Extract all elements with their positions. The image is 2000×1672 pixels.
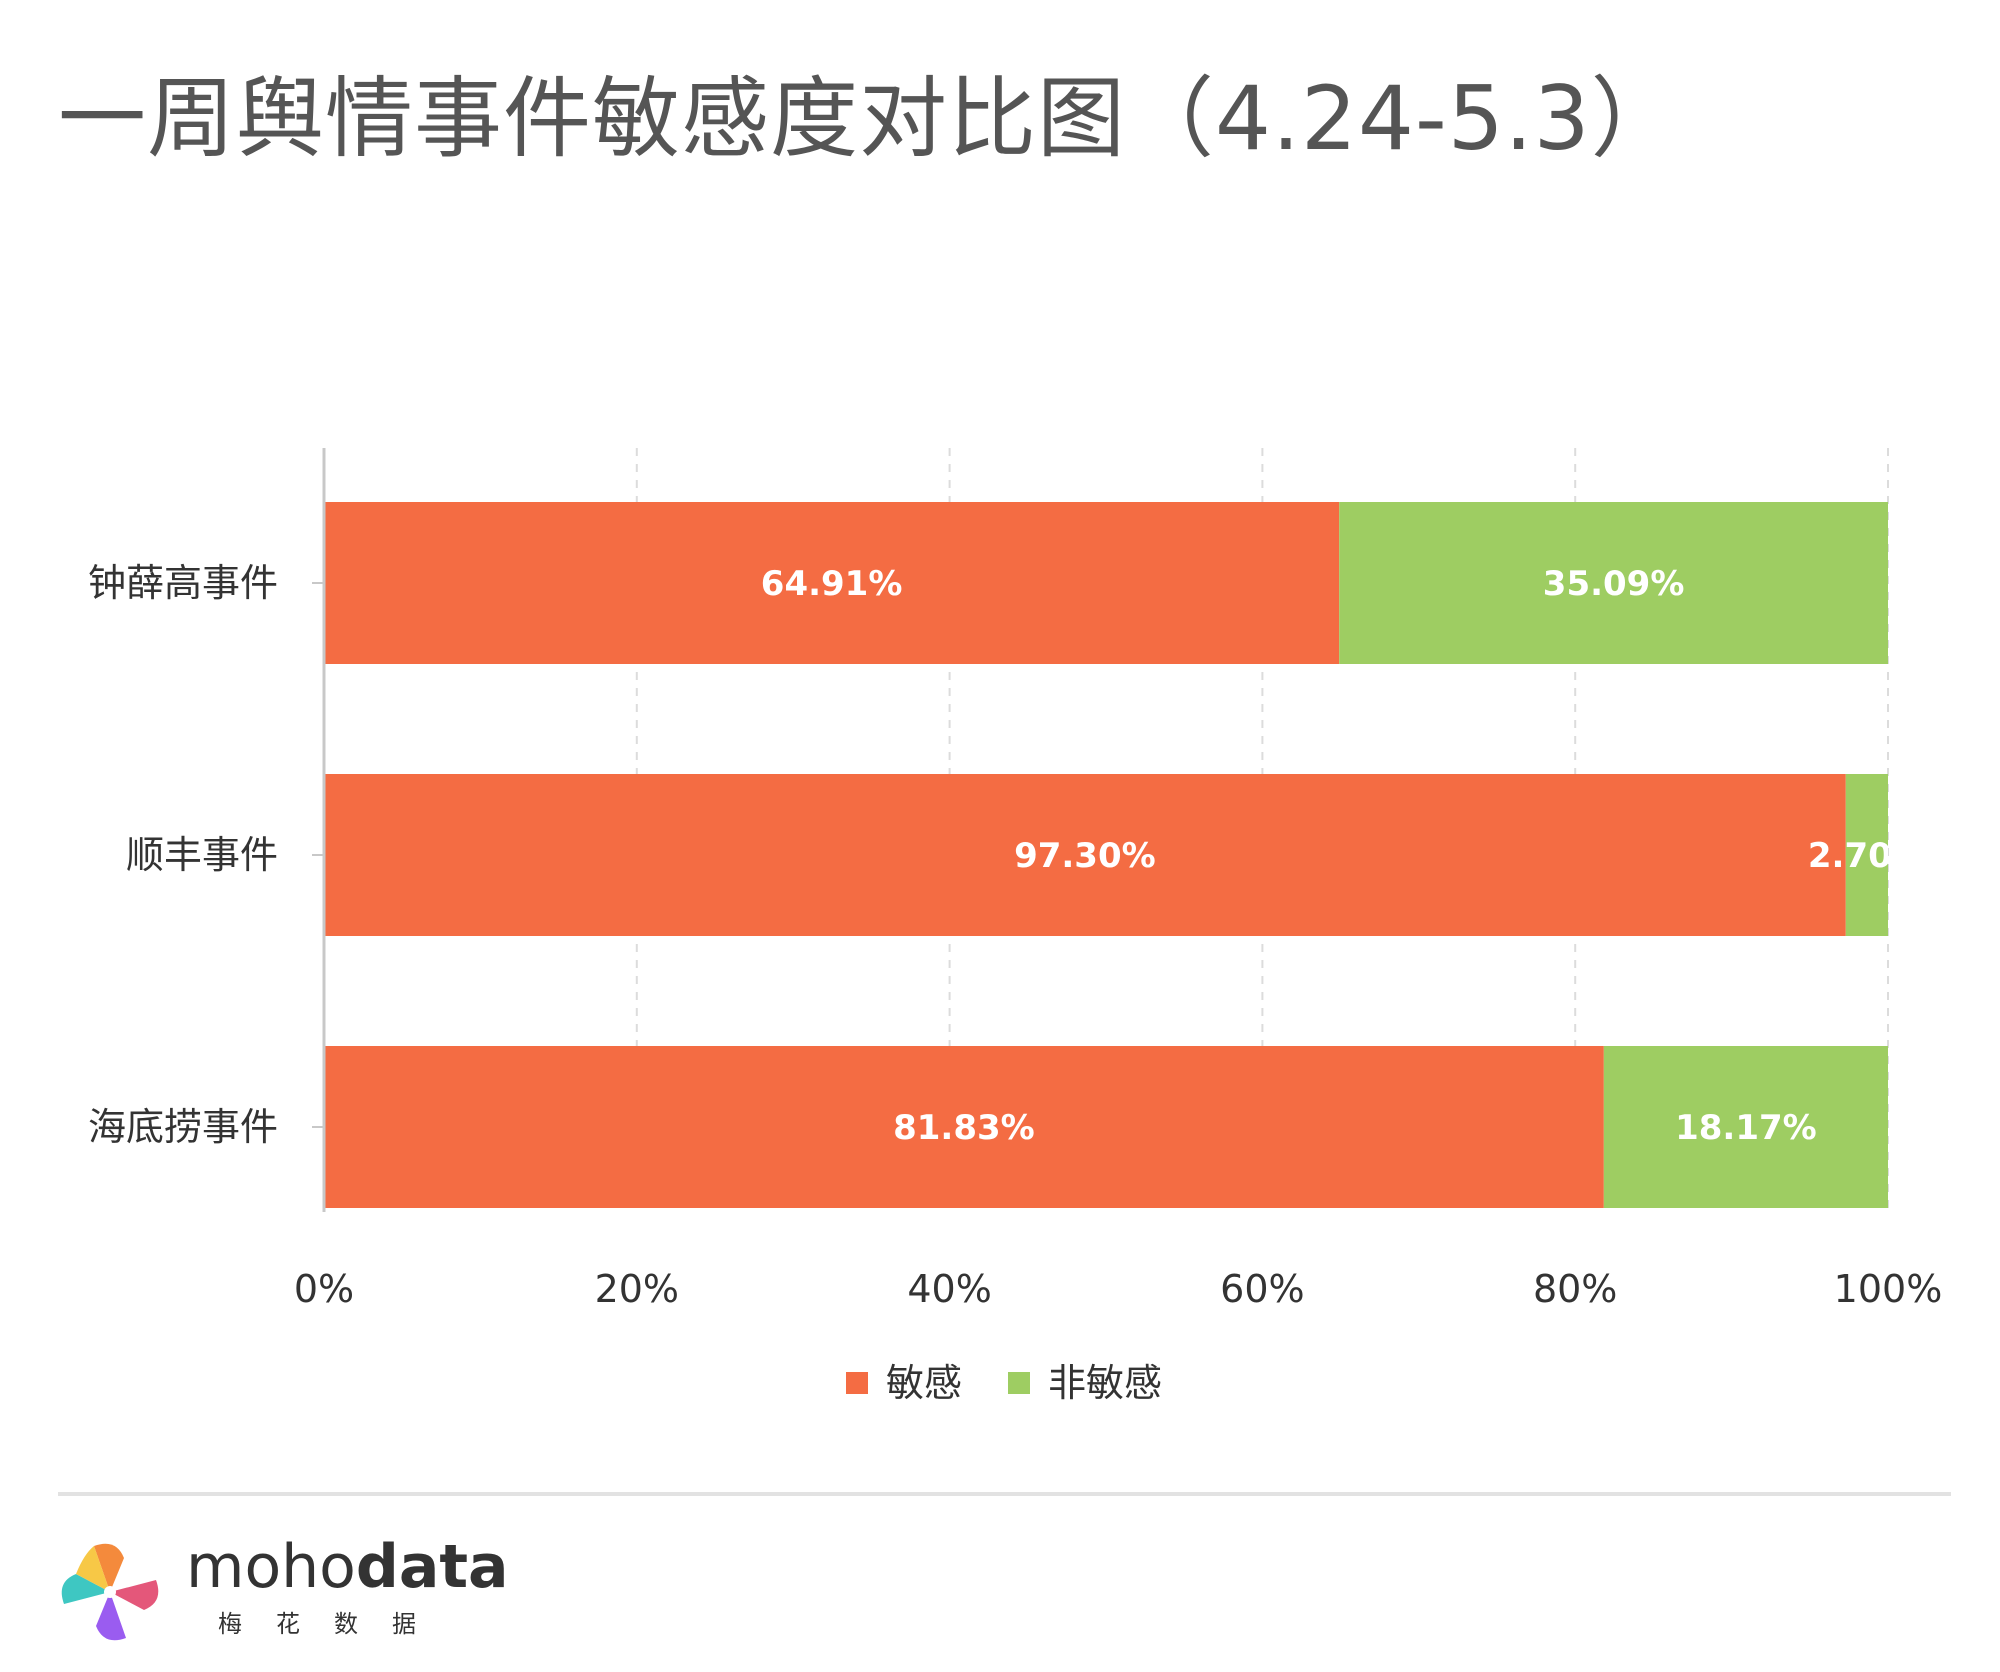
legend-swatch	[1008, 1372, 1030, 1394]
legend-label: 敏感	[886, 1361, 962, 1405]
x-tick-label: 80%	[1533, 1267, 1617, 1311]
x-tick-label: 60%	[1220, 1267, 1304, 1311]
brand-name-part1: moho	[186, 1532, 356, 1602]
bar-segment	[1603, 1046, 1888, 1208]
brand-subtitle: 梅花数据	[218, 1610, 450, 1638]
bar-segment	[324, 774, 1846, 936]
category-label: 钟薛高事件	[88, 561, 278, 605]
legend: 敏感 非敏感	[846, 1361, 1162, 1405]
x-tick-label: 0%	[294, 1267, 354, 1311]
bar-segment	[324, 502, 1340, 664]
stacked-bar-chart: 64.91% 35.09% 97.30% 2.70% 81.83% 18.17% 0% 20…	[88, 448, 1942, 1405]
x-tick-label: 20%	[595, 1267, 679, 1311]
bar-segment	[324, 1046, 1604, 1208]
bar-segment	[1845, 774, 1888, 936]
footer-divider	[58, 1492, 1951, 1496]
data-label: 35.09%	[1543, 564, 1685, 604]
x-tick-label: 40%	[907, 1267, 991, 1311]
x-tick-label: 100%	[1834, 1267, 1943, 1311]
mohodata-logo-icon	[61, 1543, 159, 1641]
data-label: 97.30%	[1014, 836, 1156, 876]
data-label: 18.17%	[1675, 1108, 1817, 1148]
data-label: 81.83%	[893, 1108, 1035, 1148]
brand-name: mohodata	[186, 1532, 509, 1602]
brand-name-part2: data	[355, 1532, 509, 1602]
legend-swatch	[846, 1372, 868, 1394]
category-label: 海底捞事件	[88, 1105, 278, 1149]
category-label: 顺丰事件	[126, 833, 278, 877]
bar-segment	[1339, 502, 1888, 664]
chart-title: 一周舆情事件敏感度对比图（4.24-5.3）	[58, 67, 1680, 170]
data-label: 64.91%	[761, 564, 903, 604]
data-label: 2.70%	[1808, 836, 1926, 876]
legend-label: 非敏感	[1048, 1361, 1162, 1405]
bars: 64.91% 35.09% 97.30% 2.70% 81.83% 18.17%	[324, 502, 1926, 1208]
